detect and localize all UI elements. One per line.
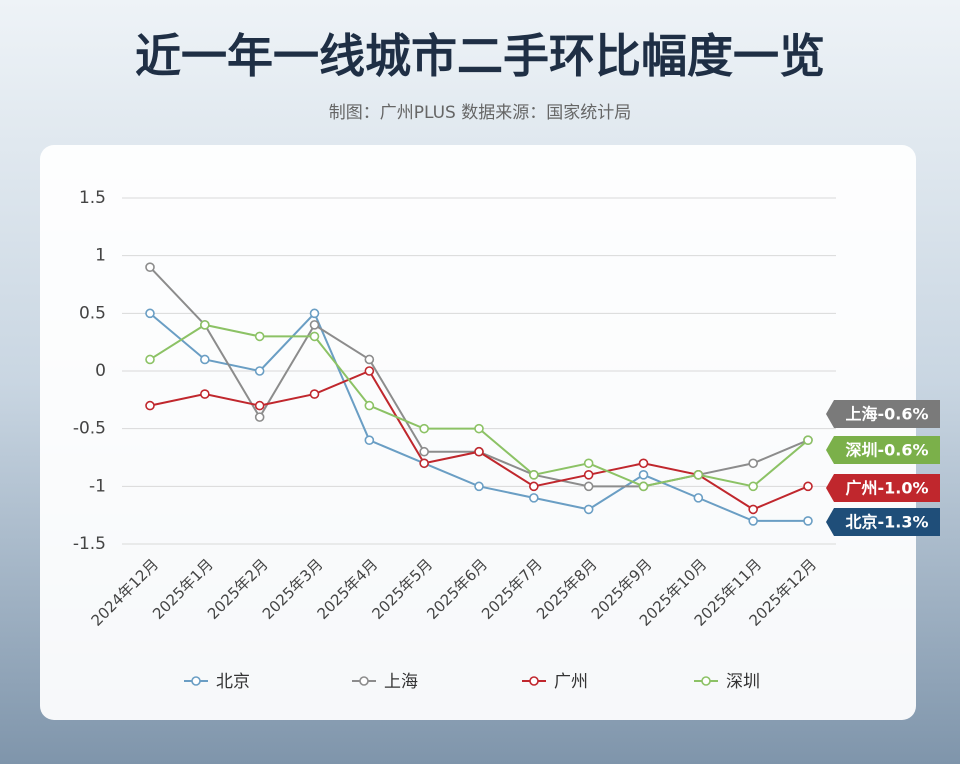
legend-marker [701, 676, 711, 686]
point [583, 469, 594, 480]
point [419, 446, 429, 457]
point [254, 400, 265, 411]
y-tick-label: -0.5 [73, 419, 106, 439]
point [583, 481, 594, 492]
point [419, 423, 429, 434]
point [474, 481, 484, 492]
point [309, 308, 320, 319]
point [474, 423, 484, 434]
point [638, 469, 649, 480]
point [803, 516, 813, 526]
y-tick-label: -1 [89, 476, 106, 496]
point [254, 331, 265, 342]
point [145, 308, 155, 319]
point [200, 320, 210, 330]
y-tick-label: 1 [95, 246, 106, 266]
point [583, 504, 594, 515]
point [748, 458, 758, 469]
point [145, 262, 155, 273]
point [748, 516, 758, 526]
point [309, 389, 320, 399]
point [419, 458, 429, 469]
end-label: 上海-0.6% [845, 405, 928, 424]
end-label-box [826, 436, 940, 464]
end-label: 广州-1.0% [845, 479, 928, 498]
point [309, 331, 320, 342]
subtitle: 制图：广州PLUS 数据来源：国家统计局 [329, 103, 632, 123]
point [254, 412, 265, 422]
end-label: 北京-1.3% [845, 513, 928, 532]
point [200, 354, 210, 365]
point [803, 481, 813, 492]
point [748, 504, 758, 515]
point [145, 400, 155, 411]
y-tick-label: 1.5 [79, 188, 106, 208]
end-label-box [826, 508, 940, 536]
legend-label: 广州 [554, 672, 588, 692]
point [254, 366, 265, 376]
point [529, 493, 539, 503]
point [529, 481, 539, 492]
legend-label: 北京 [216, 672, 250, 692]
point [529, 469, 539, 480]
y-tick-label: -1.5 [73, 534, 106, 554]
end-label: 深圳-0.6% [845, 441, 928, 460]
y-tick-label: 0 [95, 361, 106, 381]
legend-marker [191, 676, 201, 686]
point [693, 493, 704, 503]
point [364, 435, 375, 446]
legend-label: 深圳 [726, 672, 760, 692]
legend-marker [359, 676, 369, 686]
chart-title: 近一年一线城市二手环比幅度一览 [135, 29, 825, 83]
point [693, 469, 704, 480]
point [748, 481, 758, 492]
point [474, 446, 484, 457]
point [803, 435, 813, 446]
end-label-box [826, 400, 940, 428]
point [364, 366, 375, 376]
y-tick-label: 0.5 [79, 303, 106, 323]
point [638, 458, 649, 469]
legend-marker [529, 676, 539, 686]
point [145, 354, 155, 365]
point [638, 481, 649, 492]
point [364, 400, 375, 411]
point [583, 458, 594, 469]
point [200, 389, 210, 399]
legend-label: 上海 [384, 672, 418, 692]
end-label-box [826, 474, 940, 502]
point [364, 354, 375, 365]
point [309, 320, 320, 330]
